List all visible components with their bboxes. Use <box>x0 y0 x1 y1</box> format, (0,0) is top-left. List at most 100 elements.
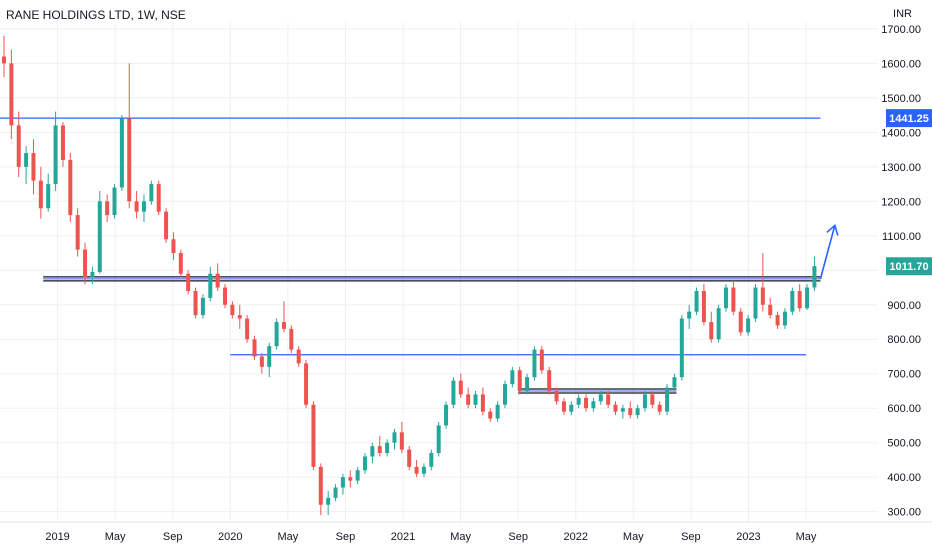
candle-body <box>97 201 102 272</box>
candle-body <box>473 394 478 405</box>
candle-body <box>46 184 51 209</box>
candle-body <box>9 63 14 126</box>
candle-body <box>812 266 817 288</box>
candle-body <box>547 370 552 391</box>
x-tick-label: 2019 <box>45 531 69 543</box>
candle-body <box>620 408 625 412</box>
candle-body <box>149 184 154 202</box>
y-tick-label: 1400.00 <box>881 127 921 139</box>
candle-body <box>436 425 441 454</box>
candle-body <box>171 239 176 254</box>
candle-body <box>83 249 88 278</box>
candle-body <box>753 287 758 319</box>
candle-body <box>296 349 301 364</box>
candle-body <box>156 184 161 212</box>
candle-body <box>237 315 242 319</box>
candle-body <box>576 397 581 405</box>
candle-body <box>193 290 198 316</box>
time-axis[interactable]: 2019 May Sep 2020 May Sep 2021 May Sep 2022 May Sep… <box>0 521 932 543</box>
x-tick-label: 2022 <box>563 531 587 543</box>
candle-body <box>208 273 213 298</box>
candle-body <box>650 394 655 405</box>
y-tick-label: 700.00 <box>887 369 921 381</box>
candle-body <box>407 449 412 467</box>
candle-body <box>267 346 272 367</box>
candle-body <box>119 118 124 188</box>
candle-body <box>186 273 191 291</box>
x-tick-label: May <box>450 531 471 543</box>
candle-body <box>724 287 729 309</box>
candle-body <box>399 432 404 450</box>
x-tick-label: Sep <box>336 531 356 543</box>
candle-body <box>164 211 169 240</box>
candle-body <box>215 273 220 288</box>
y-tick-label: 400.00 <box>887 472 921 484</box>
y-tick-label: 600.00 <box>887 403 921 415</box>
candle-body <box>90 272 95 278</box>
candle-body <box>709 322 714 340</box>
y-tick-label: 1500.00 <box>881 93 921 105</box>
y-tick-label: 900.00 <box>887 300 921 312</box>
candle-body <box>304 363 309 405</box>
candle-body <box>392 432 397 443</box>
candle-body <box>628 408 633 416</box>
candle-body <box>31 153 36 181</box>
arrow-head <box>826 224 839 236</box>
candle-body <box>245 318 250 340</box>
chart-title: RANE HOLDINGS LTD, 1W, NSE <box>6 8 186 22</box>
candle-body <box>591 401 596 409</box>
y-tick-label: 1600.00 <box>881 58 921 70</box>
candle-body <box>289 328 294 350</box>
candle-body <box>252 339 257 357</box>
candle-body <box>760 287 765 305</box>
candle-body <box>584 397 589 409</box>
x-tick-label: Sep <box>681 531 701 543</box>
candle-body <box>554 390 559 402</box>
x-tick-label: May <box>105 531 126 543</box>
candle-body <box>223 287 228 305</box>
x-tick-label: 2023 <box>736 531 760 543</box>
candle-body <box>421 466 426 474</box>
x-tick-label: Sep <box>163 531 183 543</box>
y-tick-label: 500.00 <box>887 438 921 450</box>
x-tick-label: 2021 <box>391 531 415 543</box>
candle-body <box>517 370 522 391</box>
candle-body <box>458 380 463 395</box>
candle-body <box>429 453 434 467</box>
candle-body <box>318 466 323 505</box>
candle-body <box>532 349 537 378</box>
candle-body <box>480 394 485 412</box>
x-tick-label: May <box>796 531 817 543</box>
candle-body <box>333 487 338 498</box>
price-axis[interactable]: 300.00 400.00 500.00 600.00 700.00 800.00 900.… <box>881 24 921 519</box>
candle-body <box>348 477 353 481</box>
candle-body <box>24 153 29 167</box>
candle-body <box>495 404 500 419</box>
candle-body <box>259 356 264 367</box>
candle-body <box>561 401 566 412</box>
level-price-tag: 1441.25 <box>889 113 929 125</box>
candle-body <box>311 404 316 467</box>
candle-body <box>340 477 345 488</box>
candle-body <box>746 318 751 333</box>
candle-body <box>665 387 670 412</box>
candle-body <box>53 125 58 185</box>
candle-body <box>363 456 368 471</box>
candle-body <box>738 311 743 333</box>
candle-body <box>127 118 132 202</box>
last-price-tag-bg <box>886 257 932 276</box>
candle-body <box>768 304 773 316</box>
candle-body <box>38 180 43 209</box>
candle-body <box>112 187 117 216</box>
candle-body <box>200 297 205 316</box>
candle-body <box>281 322 286 329</box>
candle-body <box>488 411 493 419</box>
x-tick-label: 2020 <box>218 531 242 543</box>
candle-body <box>60 125 65 160</box>
candle-body <box>775 315 780 326</box>
candle-body <box>502 384 507 405</box>
candle-body <box>782 311 787 326</box>
candle-body <box>326 497 331 505</box>
y-tick-label: 1300.00 <box>881 162 921 174</box>
